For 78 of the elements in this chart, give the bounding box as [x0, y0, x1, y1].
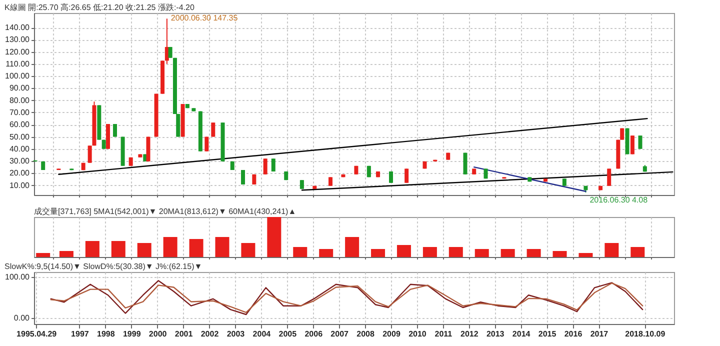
y-tick-label: 100.00	[5, 272, 30, 282]
chart-title: SlowK%:9,5(14.50)▼ SlowD%:5(30.38)▼ J%:(62.15)▼	[4, 262, 202, 271]
candlestick	[630, 135, 634, 155]
x-tick-label: 1997	[71, 330, 90, 338]
bar	[85, 241, 100, 257]
bar	[448, 247, 463, 257]
bar	[526, 249, 541, 257]
annotation: 2016.06.30 4.08	[590, 195, 648, 204]
x-tick-label: 2002	[200, 330, 220, 338]
x-tick-label: 2012	[460, 330, 479, 338]
x-tick-label: 2001	[174, 330, 194, 338]
y-tick-label: 130.00	[5, 35, 30, 44]
x-tick-label: 2008	[356, 330, 375, 338]
bar	[552, 251, 567, 257]
x-tick-label: 2014	[512, 330, 531, 338]
bar	[111, 241, 126, 257]
y-tick-label: 30.00	[9, 156, 30, 166]
bar	[422, 247, 437, 257]
bar	[59, 251, 74, 257]
bar	[137, 243, 152, 257]
candlestick	[88, 145, 92, 164]
y-tick-label: 40.00	[9, 144, 30, 154]
candlestick	[463, 152, 468, 175]
x-tick-label: 2017	[590, 330, 609, 338]
x-tick-label: 2010	[408, 330, 427, 338]
bar	[630, 247, 645, 257]
bar	[371, 249, 386, 257]
x-tick-label: 2016	[564, 330, 583, 338]
x-tick-label: 2004	[252, 330, 272, 338]
x-tick-label: 1999	[122, 330, 142, 338]
annotation: 2000.06.30 147.35	[170, 14, 238, 23]
bar	[319, 249, 334, 257]
y-tick-label: 10.00	[9, 180, 30, 190]
x-tick-label: 2018.10.09	[625, 330, 666, 338]
candlestick	[204, 136, 209, 152]
y-tick-label: 110.00	[6, 59, 30, 68]
bar	[215, 237, 230, 257]
y-tick-label: 100.00	[5, 72, 30, 81]
bar	[500, 249, 515, 257]
y-tick-label: 120.00	[5, 47, 30, 56]
candlestick	[263, 158, 268, 175]
x-tick-label: 2003	[226, 330, 246, 338]
x-tick-label: 2007	[330, 330, 350, 338]
y-tick-label: 70.00	[9, 108, 30, 117]
y-tick-label: 50.00	[9, 132, 30, 142]
candlestick	[271, 158, 276, 172]
candlestick	[638, 135, 642, 150]
bar	[604, 243, 619, 257]
x-tick-label: 2006	[304, 330, 324, 338]
bar	[396, 245, 411, 257]
bar	[474, 249, 489, 257]
x-tick-label: 2015	[538, 330, 557, 338]
bar	[163, 237, 178, 257]
bar	[345, 237, 360, 257]
x-tick-label: 2000	[148, 330, 168, 338]
bar	[36, 253, 50, 257]
y-tick-label: 90.00	[9, 84, 30, 93]
x-tick-label: 1995.04.29	[16, 330, 58, 338]
bar	[189, 239, 204, 257]
x-tick-label: 2009	[382, 330, 401, 338]
x-tick-label: 1998	[97, 330, 116, 338]
bar	[578, 253, 593, 257]
x-tick-label: 2013	[486, 330, 505, 338]
y-tick-label: 80.00	[9, 96, 30, 105]
x-tick-label: 2005	[278, 330, 298, 338]
candlestick	[607, 168, 612, 186]
chart-title: 成交量[371,763] 5MA1(542,001)▼ 20MA1(813,612)▼ 60MA1(430,241)▲	[34, 207, 296, 216]
y-tick-label: 60.00	[9, 120, 30, 130]
y-tick-label: 140.00	[5, 23, 30, 32]
y-tick-label: 20.00	[9, 168, 30, 178]
candlestick	[211, 122, 216, 138]
bar	[241, 243, 256, 257]
bar	[293, 247, 308, 257]
chart-title: K線圖 開:25.70 高:26.65 低:21.20 收:21.25 漲跌:-4.20	[4, 3, 195, 12]
bar	[267, 217, 282, 257]
candlestick	[404, 168, 409, 184]
y-tick-label: 0.00	[14, 314, 30, 323]
x-tick-label: 2011	[434, 330, 453, 338]
